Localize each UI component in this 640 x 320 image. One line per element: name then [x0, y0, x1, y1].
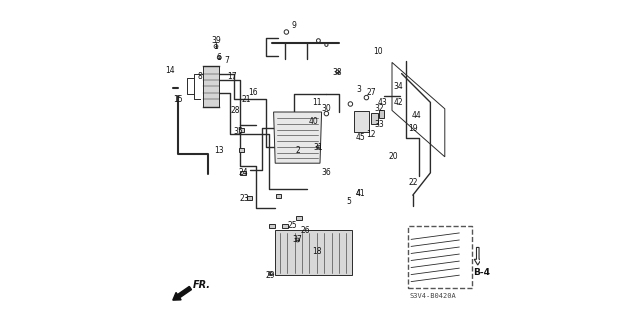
Text: 23: 23 [240, 194, 250, 203]
Text: 26: 26 [301, 226, 310, 235]
Bar [275, 194, 282, 198]
Text: 34: 34 [394, 82, 403, 91]
Bar [269, 224, 275, 228]
Text: 38: 38 [333, 68, 342, 76]
Text: 7: 7 [225, 56, 230, 65]
Text: 5: 5 [346, 197, 351, 206]
Text: 33: 33 [374, 120, 384, 129]
Bar [355, 111, 369, 132]
FancyBboxPatch shape [408, 226, 472, 288]
Bar [378, 109, 384, 118]
Text: 25: 25 [288, 221, 298, 230]
Bar [247, 196, 253, 200]
Text: 8: 8 [198, 72, 202, 81]
Text: 39: 39 [211, 36, 221, 44]
Polygon shape [274, 112, 322, 163]
Text: 44: 44 [411, 111, 421, 120]
Bar [371, 113, 378, 124]
Text: 18: 18 [312, 247, 321, 256]
Bar [239, 128, 244, 132]
Text: 13: 13 [214, 146, 224, 155]
Text: 27: 27 [366, 88, 376, 97]
Text: 14: 14 [164, 66, 175, 75]
Text: 6: 6 [217, 53, 221, 62]
Polygon shape [204, 66, 219, 107]
Bar [282, 224, 288, 228]
FancyArrow shape [173, 286, 191, 300]
Text: 37: 37 [292, 236, 303, 244]
Text: 10: 10 [372, 47, 383, 56]
Text: 42: 42 [394, 98, 403, 107]
Text: 30: 30 [321, 104, 332, 113]
Text: 9: 9 [292, 21, 297, 30]
Text: 2: 2 [295, 146, 300, 155]
Text: 19: 19 [408, 124, 418, 132]
Text: FR.: FR. [193, 280, 211, 290]
Text: 15: 15 [173, 95, 182, 104]
Text: 36: 36 [321, 168, 332, 177]
Text: 35: 35 [234, 127, 243, 136]
Text: 32: 32 [374, 104, 384, 113]
Polygon shape [275, 230, 352, 275]
Text: 11: 11 [312, 98, 321, 107]
Text: 20: 20 [388, 152, 399, 161]
Bar [239, 148, 244, 152]
Text: 16: 16 [248, 88, 258, 97]
Text: 22: 22 [408, 178, 417, 187]
Bar [296, 216, 302, 220]
Text: 21: 21 [242, 95, 251, 104]
Text: S3V4-B0420A: S3V4-B0420A [410, 292, 456, 299]
Text: 41: 41 [355, 189, 365, 198]
Text: 17: 17 [227, 72, 237, 81]
FancyArrow shape [474, 247, 481, 265]
Text: 31: 31 [314, 143, 323, 152]
Text: 45: 45 [355, 133, 365, 142]
Text: B-4: B-4 [474, 268, 491, 277]
Text: 43: 43 [378, 98, 387, 107]
Text: 4: 4 [356, 189, 361, 198]
Text: 29: 29 [266, 271, 275, 280]
Text: 1: 1 [214, 42, 218, 51]
Text: 3: 3 [356, 85, 361, 94]
Text: 24: 24 [238, 168, 248, 177]
Text: 28: 28 [230, 106, 240, 115]
Text: 40: 40 [308, 117, 319, 126]
Text: 12: 12 [367, 130, 376, 139]
Bar [241, 171, 246, 175]
